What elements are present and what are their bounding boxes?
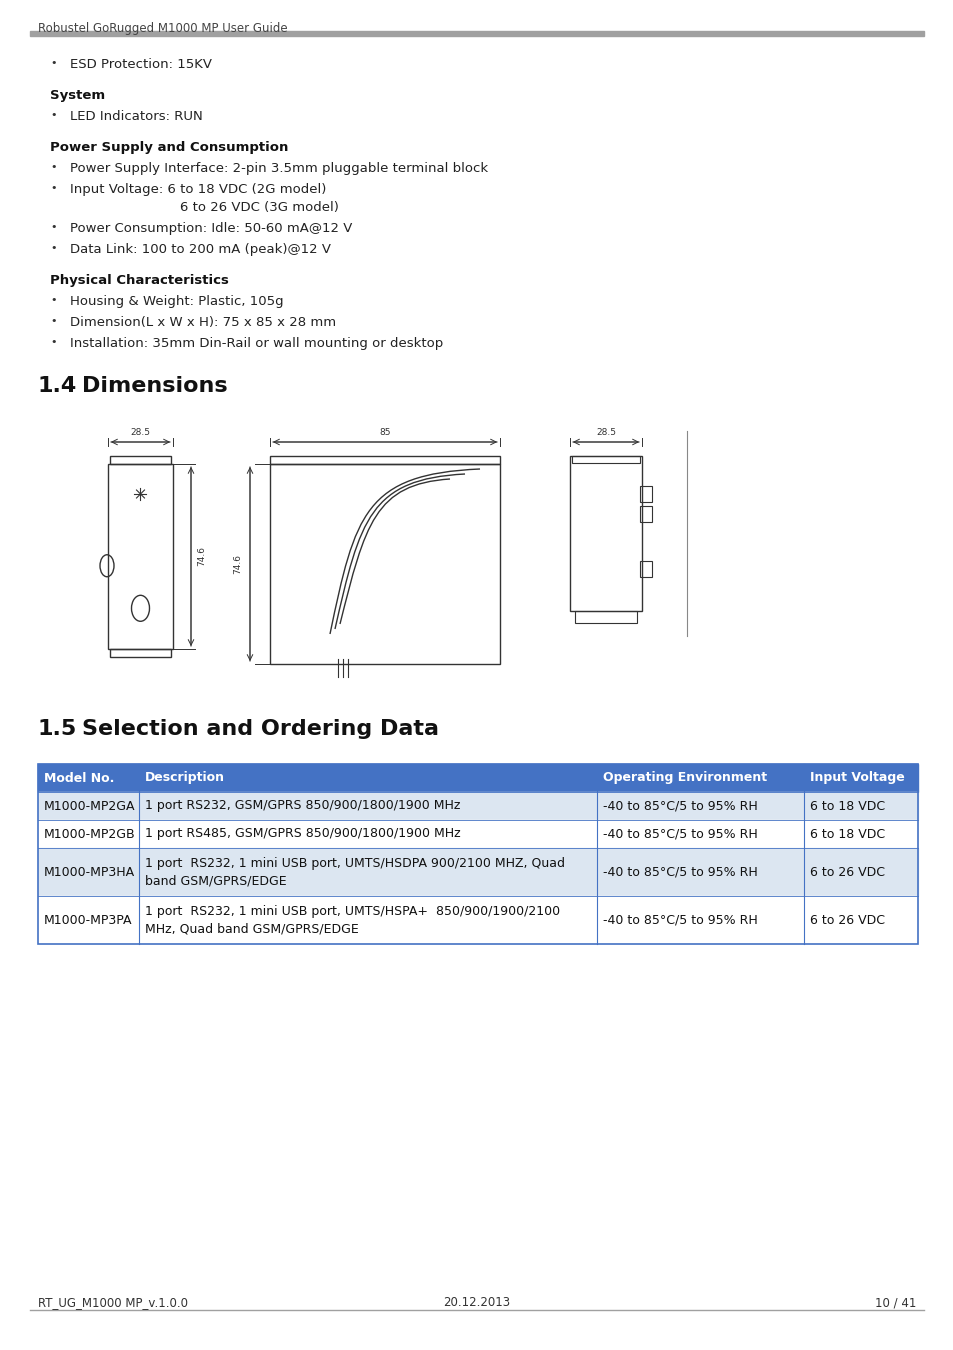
Text: RT_UG_M1000 MP_v.1.0.0: RT_UG_M1000 MP_v.1.0.0 [38, 1296, 188, 1310]
Bar [38, 764, 917, 792]
Text: -40 to 85°C/5 to 95% RH: -40 to 85°C/5 to 95% RH [602, 799, 757, 813]
Text: System: System [50, 89, 105, 103]
Text: Operating Environment: Operating Environment [602, 771, 766, 784]
Text: 28.5: 28.5 [131, 428, 151, 437]
Text: -40 to 85°C/5 to 95% RH: -40 to 85°C/5 to 95% RH [602, 865, 757, 879]
Text: Dimensions: Dimensions [82, 377, 228, 396]
Text: M1000-MP2GA: M1000-MP2GA [44, 799, 135, 813]
Text: 6 to 18 VDC: 6 to 18 VDC [809, 828, 883, 841]
Bar [639, 562, 651, 576]
Bar [38, 792, 917, 819]
Text: •: • [50, 296, 56, 305]
Text: Description: Description [145, 771, 225, 784]
Text: 1 port  RS232, 1 mini USB port, UMTS/HSDPA 900/2100 MHZ, Quad: 1 port RS232, 1 mini USB port, UMTS/HSDP… [145, 857, 564, 869]
Text: Input Voltage: Input Voltage [809, 771, 903, 784]
Text: •: • [50, 338, 56, 347]
Text: •: • [50, 316, 56, 325]
Bar [30, 31, 923, 36]
Text: 1 port  RS232, 1 mini USB port, UMTS/HSPA+  850/900/1900/2100: 1 port RS232, 1 mini USB port, UMTS/HSPA… [145, 904, 559, 918]
Text: 6 to 18 VDC: 6 to 18 VDC [809, 799, 883, 813]
Text: Robustel GoRugged M1000 MP User Guide: Robustel GoRugged M1000 MP User Guide [38, 22, 287, 35]
Text: •: • [50, 184, 56, 193]
Bar [38, 896, 917, 944]
Text: 1 port RS232, GSM/GPRS 850/900/1800/1900 MHz: 1 port RS232, GSM/GPRS 850/900/1800/1900… [145, 799, 460, 813]
Bar [270, 464, 499, 664]
Text: •: • [50, 109, 56, 120]
Text: •: • [50, 243, 56, 252]
Text: Data Link: 100 to 200 mA (peak)@12 V: Data Link: 100 to 200 mA (peak)@12 V [70, 243, 331, 256]
Bar [108, 464, 172, 649]
Bar [38, 819, 917, 848]
Bar [270, 456, 499, 464]
Bar [38, 764, 917, 944]
Text: Power Consumption: Idle: 50-60 mA@12 V: Power Consumption: Idle: 50-60 mA@12 V [70, 221, 352, 235]
Text: 85: 85 [379, 428, 391, 437]
Text: M1000-MP3PA: M1000-MP3PA [44, 914, 132, 926]
Text: M1000-MP2GB: M1000-MP2GB [44, 828, 135, 841]
Text: ESD Protection: 15KV: ESD Protection: 15KV [70, 58, 212, 72]
Text: •: • [50, 162, 56, 171]
Text: 20.12.2013: 20.12.2013 [443, 1296, 510, 1310]
Text: 74.6: 74.6 [233, 554, 242, 574]
Text: 10 / 41: 10 / 41 [874, 1296, 915, 1310]
Text: -40 to 85°C/5 to 95% RH: -40 to 85°C/5 to 95% RH [602, 914, 757, 926]
Bar [110, 649, 171, 657]
Text: -40 to 85°C/5 to 95% RH: -40 to 85°C/5 to 95% RH [602, 828, 757, 841]
Bar [639, 486, 651, 502]
Text: •: • [50, 58, 56, 68]
Text: Input Voltage: 6 to 18 VDC (2G model): Input Voltage: 6 to 18 VDC (2G model) [70, 184, 326, 196]
Bar [110, 456, 171, 464]
Bar [639, 506, 651, 522]
Text: Power Supply and Consumption: Power Supply and Consumption [50, 140, 288, 154]
Text: 6 to 26 VDC: 6 to 26 VDC [809, 914, 883, 926]
Text: 1.5: 1.5 [38, 720, 77, 738]
Text: Model No.: Model No. [44, 771, 114, 784]
Bar [572, 456, 639, 463]
Text: 6 to 26 VDC (3G model): 6 to 26 VDC (3G model) [180, 201, 338, 215]
Text: Selection and Ordering Data: Selection and Ordering Data [82, 720, 438, 738]
Text: Dimension(L x W x H): 75 x 85 x 28 mm: Dimension(L x W x H): 75 x 85 x 28 mm [70, 316, 335, 329]
Text: LED Indicators: RUN: LED Indicators: RUN [70, 109, 203, 123]
Text: 6 to 26 VDC: 6 to 26 VDC [809, 865, 883, 879]
Text: 1.4: 1.4 [38, 377, 77, 396]
Text: Housing & Weight: Plastic, 105g: Housing & Weight: Plastic, 105g [70, 296, 283, 308]
Text: M1000-MP3HA: M1000-MP3HA [44, 865, 135, 879]
Text: Installation: 35mm Din-Rail or wall mounting or desktop: Installation: 35mm Din-Rail or wall moun… [70, 338, 443, 350]
Text: 74.6: 74.6 [196, 547, 206, 567]
Text: MHz, Quad band GSM/GPRS/EDGE: MHz, Quad band GSM/GPRS/EDGE [145, 922, 358, 936]
Bar [569, 456, 641, 612]
Text: Power Supply Interface: 2-pin 3.5mm pluggable terminal block: Power Supply Interface: 2-pin 3.5mm plug… [70, 162, 488, 176]
Text: band GSM/GPRS/EDGE: band GSM/GPRS/EDGE [145, 875, 287, 887]
Text: Physical Characteristics: Physical Characteristics [50, 274, 229, 288]
Text: 28.5: 28.5 [596, 428, 616, 437]
Text: •: • [50, 221, 56, 232]
Bar [575, 612, 637, 622]
Bar [38, 848, 917, 896]
Text: 1 port RS485, GSM/GPRS 850/900/1800/1900 MHz: 1 port RS485, GSM/GPRS 850/900/1800/1900… [145, 828, 460, 841]
